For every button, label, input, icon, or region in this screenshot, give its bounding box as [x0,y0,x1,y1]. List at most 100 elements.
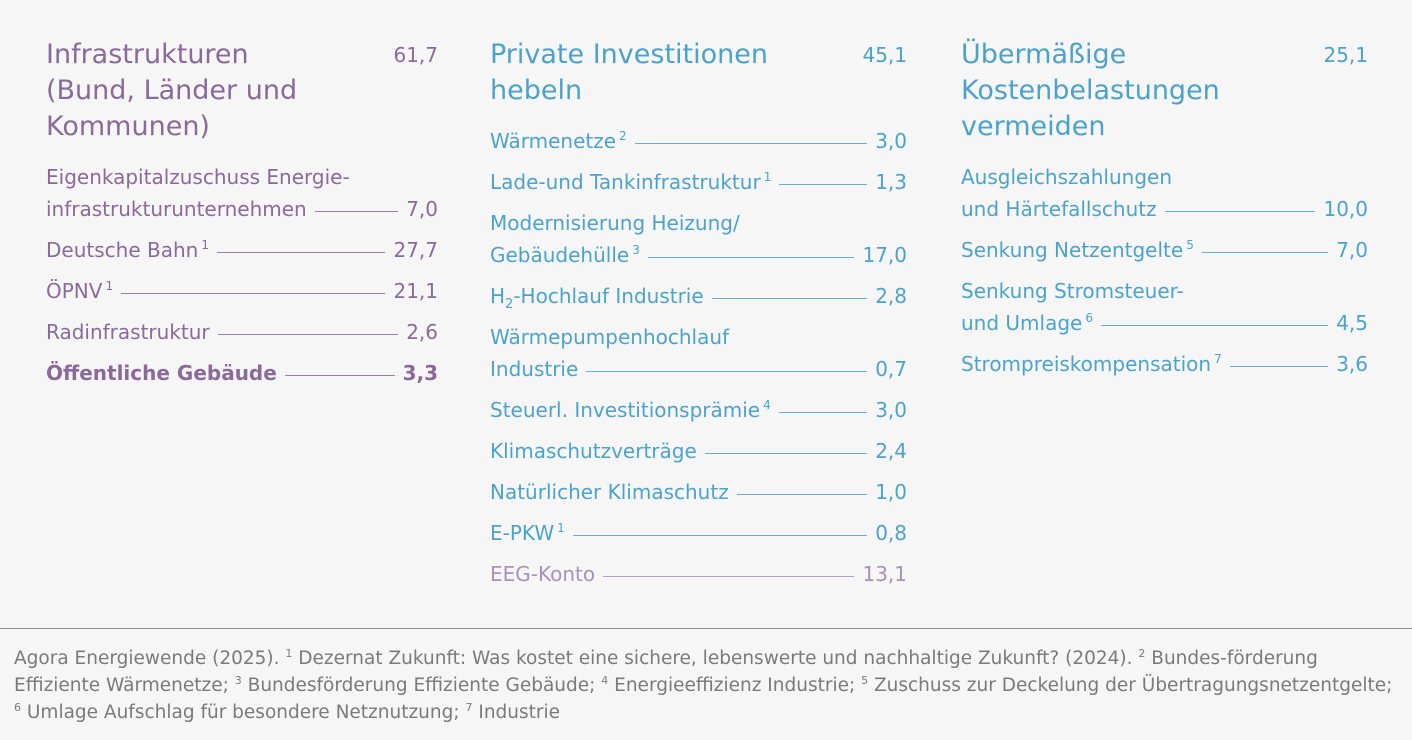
row-line: infrastrukturunternehmen 7,0 [46,193,438,225]
row-line: H2-Hochlauf Industrie 2,8 [490,280,907,312]
row-value: 3,6 [1336,352,1368,376]
row-label-text: und Umlage [961,311,1083,335]
row-value: 0,7 [875,357,907,381]
row-label-text: Industrie [490,357,579,381]
row-label-first-line: Wärmepumpenhochlauf [490,325,730,349]
footnote-marker: 3 [632,243,640,258]
row-label: Öffentliche Gebäude [46,357,277,389]
row-line: Klimaschutzverträge 2,4 [490,435,907,467]
leader-line [1201,252,1329,253]
footnote-marker: 4 [763,398,771,413]
row-line: Senkung Netzentgelte 5 7,0 [961,234,1368,266]
row-value: 3,0 [875,398,907,422]
row-label-text: Gebäudehülle [490,243,630,267]
row-value: 3,3 [402,361,438,385]
row-label: E-PKW 1 [490,517,565,549]
footnote-text: Bundes-förderung Effiziente Wärmenetze; [14,648,1318,696]
row-label: H2-Hochlauf Industrie [490,280,704,312]
source-footnote: Agora Energiewende (2025). 1 Dezernat Zu… [14,645,1399,726]
row-label-text: ÖPNV [46,279,103,303]
column-header: Private Investitionen hebeln 45,1 [490,37,907,109]
row-label-first-line: Modernisierung Heizung/ [490,211,740,235]
row-label-text: Natürlicher Klimaschutz [490,480,729,504]
row-label: ÖPNV 1 [46,275,113,307]
column-cost-relief: Übermäßige Kostenbelastungen vermeiden 2… [961,37,1368,389]
column-total: 61,7 [393,43,438,67]
row-label-text: Radinfrastruktur [46,320,210,344]
footnote-text: Energieeffizienz Industrie; [608,675,862,696]
footnote-number: 7 [465,700,473,714]
row-value: 13,1 [862,562,907,586]
budget-row: Lade-und Tankinfrastruktur 1 1,3 [490,166,907,198]
row-label-text: EEG-Konto [490,562,596,586]
column-infrastructure: Infrastrukturen (Bund, Länder und Kommun… [46,37,438,398]
leader-line [634,143,868,144]
footnote-text: Industrie [472,702,561,723]
row-value: 4,5 [1336,311,1368,335]
footnote-text: Agora Energiewende (2025). [14,648,286,669]
leader-line [1164,211,1316,212]
column-total: 45,1 [862,43,907,67]
row-line: E-PKW 1 0,8 [490,517,907,549]
row-value: 21,1 [393,279,438,303]
leader-line [711,298,868,299]
row-label-first-line: Senkung Stromsteuer- [961,279,1184,303]
row-line: Lade-und Tankinfrastruktur 1 1,3 [490,166,907,198]
row-line: Gebäudehülle 3 17,0 [490,239,907,271]
budget-row: Wärmenetze 2 3,0 [490,125,907,157]
row-label: Senkung Netzentgelte 5 [961,234,1194,266]
row-value: 2,6 [406,320,438,344]
column-title: Private Investitionen hebeln [490,39,768,106]
row-value: 2,8 [875,284,907,308]
row-line: Steuerl. Investitionsprämie 4 3,0 [490,394,907,426]
column-total: 25,1 [1323,43,1368,67]
budget-row: Deutsche Bahn 1 27,7 [46,234,438,266]
leader-line [704,453,868,454]
row-label: Klimaschutzverträge [490,435,697,467]
row-label-text: und Härtefallschutz [961,197,1157,221]
budget-row: Öffentliche Gebäude 3,3 [46,357,438,389]
row-label: und Härtefallschutz [961,193,1157,225]
row-label-text: Klimaschutzverträge [490,439,697,463]
row-label: Steuerl. Investitionsprämie 4 [490,394,771,426]
row-line: Strompreiskompensation 7 3,6 [961,348,1368,380]
row-value: 7,0 [1336,238,1368,262]
row-list: Ausgleichszahlungen und Härtefallschutz 10… [961,161,1368,380]
leader-line [284,375,395,376]
row-label-text: Steuerl. Investitionsprämie [490,398,761,422]
row-line: Wärmenetze 2 3,0 [490,125,907,157]
row-line: Radinfrastruktur 2,6 [46,316,438,348]
footnote-marker: 1 [105,279,114,294]
footnote-number: 2 [1138,646,1146,660]
row-line: und Umlage 6 4,5 [961,307,1368,339]
row-label-first-line: Ausgleichszahlungen [961,165,1172,189]
row-label: Deutsche Bahn 1 [46,234,209,266]
footnote-number: 6 [14,700,21,714]
row-line: und Härtefallschutz 10,0 [961,193,1368,225]
row-label-prefix: H [490,284,506,308]
footer-divider [0,628,1412,629]
row-value: 3,0 [875,129,907,153]
budget-row: Senkung Stromsteuer-und Umlage 6 4,5 [961,275,1368,339]
footnote-text: Dezernat Zukunft: Was kostet eine sicher… [292,648,1139,669]
footnote-marker: 1 [763,170,772,185]
row-label-text: infrastrukturunternehmen [46,197,307,221]
row-label: und Umlage 6 [961,307,1093,339]
row-line: Industrie 0,7 [490,353,907,385]
row-label: Radinfrastruktur [46,316,210,348]
row-value: 27,7 [393,238,438,262]
footnote-number: 3 [234,673,242,687]
row-label-text: Öffentliche Gebäude [46,361,277,385]
budget-row: Eigenkapitalzuschuss Energie-infrastrukt… [46,161,438,225]
row-label: Lade-und Tankinfrastruktur 1 [490,166,771,198]
leader-line [1229,366,1329,367]
budget-row: EEG-Konto 13,1 [490,558,907,590]
row-value: 10,0 [1323,197,1368,221]
row-list: Eigenkapitalzuschuss Energie-infrastrukt… [46,161,438,389]
row-value: 0,8 [875,521,907,545]
leader-line [647,257,855,258]
row-label: Gebäudehülle 3 [490,239,640,271]
row-line: ÖPNV 1 21,1 [46,275,438,307]
footnote-number: 1 [285,646,293,660]
row-value: 7,0 [406,197,438,221]
